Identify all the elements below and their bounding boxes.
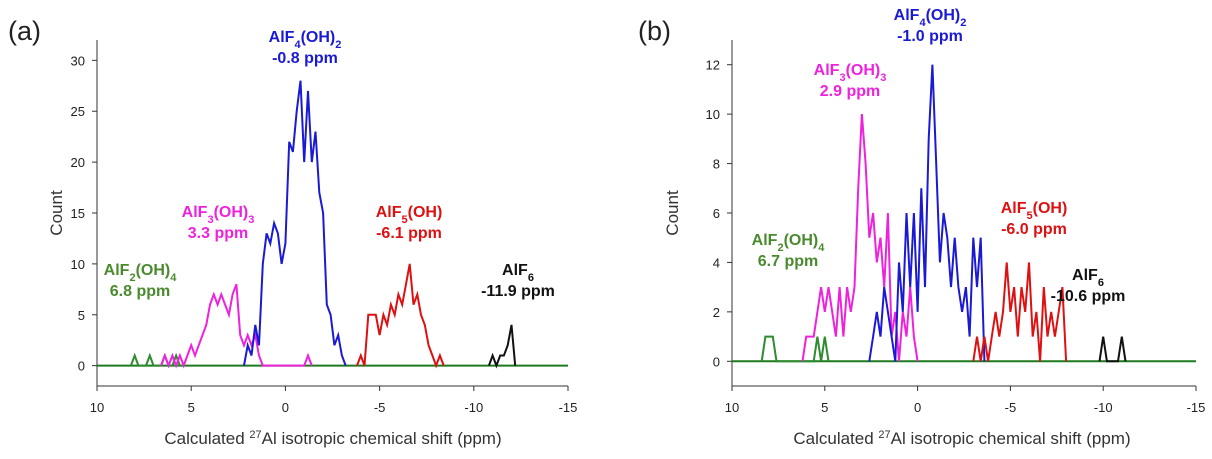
x-tick-label: 0 [914,400,921,415]
x-tick-label: -15 [1187,400,1206,415]
series-line-alf3oh3 [160,283,313,369]
y-tick-label: 30 [71,53,85,68]
x-tick-label: -15 [559,400,578,415]
series-line-alf5oh [356,263,445,369]
y-tick-label: 25 [71,104,85,119]
x-axis-title: Calculated 27Al isotropic chemical shift… [793,429,1130,448]
series-line-alf3oh3 [801,114,919,362]
x-tick-label: -10 [464,400,483,415]
y-axis-title: Count [663,190,682,236]
y-axis-title: Count [47,190,66,236]
y-tick-label: 12 [706,58,720,73]
y-tick-label: 8 [713,157,720,172]
x-tick-label: -5 [374,400,386,415]
y-tick-label: 15 [71,206,85,221]
x-tick-label: 0 [282,400,289,415]
species-label: AlF3(OH)3 [814,62,887,84]
x-axis-title: Calculated 27Al isotropic chemical shift… [164,429,501,448]
x-tick-label: 5 [821,400,828,415]
y-tick-label: 0 [713,354,720,369]
x-tick-label: 5 [188,400,195,415]
y-tick-label: 4 [713,255,720,270]
species-label: AlF3(OH)3 [182,204,255,226]
y-tick-label: 10 [71,257,85,272]
y-tick-label: 0 [78,359,85,374]
shift-label: 2.9 ppm [820,83,880,100]
chart-panel-b: (b) 10 5 0 -5 -10 -15 0 2 4 6 8 10 12 Calculated 27Al … [638,7,1205,448]
y-tick-label: 5 [78,308,85,323]
shift-label: -6.0 ppm [1001,221,1067,238]
shift-label: -0.8 ppm [272,50,338,67]
species-label: AlF5(OH) [1001,200,1068,222]
species-label: AlF2(OH)4 [752,232,826,254]
species-label: AlF5(OH) [376,204,443,226]
panel-label: (a) [8,16,41,46]
x-tick-label: 10 [725,400,739,415]
series-line-alf6 [1098,336,1127,363]
shift-label: -6.1 ppm [376,225,442,242]
species-label: AlF6 [1072,267,1104,289]
shift-label: -11.9 ppm [481,283,555,300]
series-line-alf4oh2 [243,80,347,366]
y-tick-label: 6 [713,206,720,221]
chart-panel-a: (a) 10 5 0 -5 -10 -15 0 5 10 15 20 25 30 Calculated 27… [8,16,577,448]
series-line-alf4oh2 [868,64,986,362]
series-line-alf6 [487,324,517,369]
panel-label: (b) [638,16,671,46]
shift-label: 3.3 ppm [188,225,248,242]
y-tick-label: 20 [71,155,85,170]
series-line-alf5oh [972,262,1068,362]
x-tick-label: -5 [1005,400,1017,415]
y-tick-label: 2 [713,305,720,320]
shift-label: -10.6 ppm [1051,288,1126,305]
x-tick-label: -10 [1094,400,1113,415]
x-tick-label: 10 [90,400,104,415]
shift-label: 6.8 ppm [110,283,170,300]
y-tick-label: 10 [706,107,720,122]
species-label: AlF4(OH)2 [894,7,967,29]
species-label: AlF2(OH)4 [104,262,178,284]
shift-label: 6.7 ppm [758,253,818,270]
series-line-alf2oh4 [760,335,830,363]
species-label: AlF4(OH)2 [269,29,342,51]
species-label: AlF6 [502,262,534,284]
shift-label: -1.0 ppm [897,28,963,45]
